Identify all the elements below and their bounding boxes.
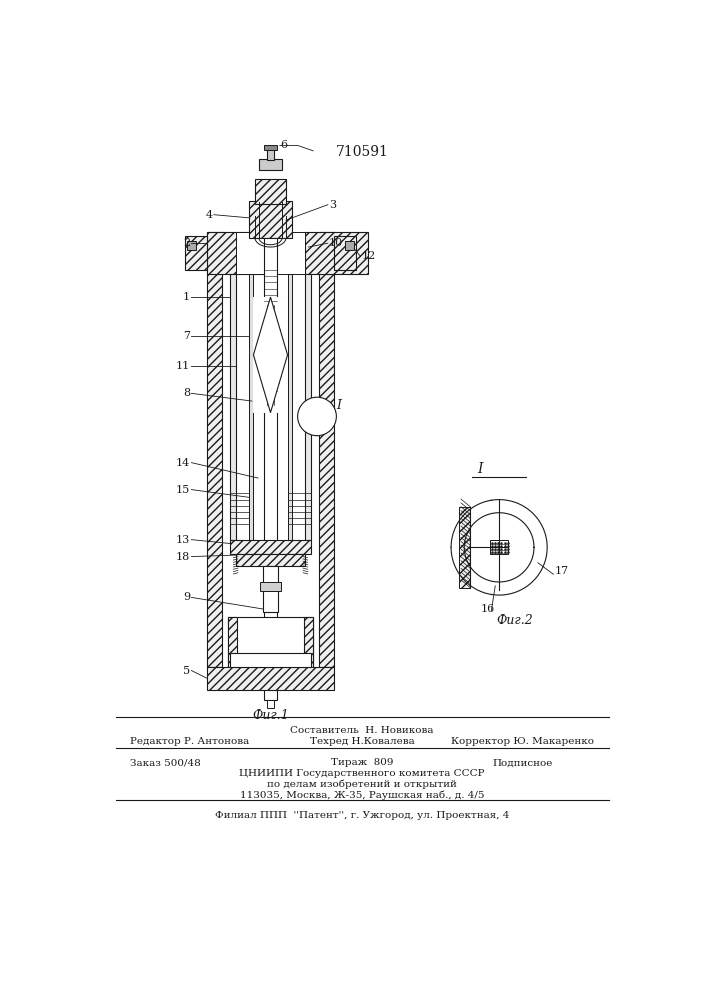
Text: 4: 4 bbox=[205, 210, 212, 220]
Text: 10: 10 bbox=[329, 238, 343, 248]
Text: 12: 12 bbox=[361, 251, 375, 261]
Bar bbox=[187, 241, 196, 250]
Bar bbox=[249, 201, 292, 238]
Text: 1: 1 bbox=[183, 292, 190, 302]
Bar bbox=[334, 235, 356, 270]
Text: Корректор Ю. Макаренко: Корректор Ю. Макаренко bbox=[451, 737, 594, 746]
Text: 8: 8 bbox=[183, 388, 190, 398]
Bar bbox=[255, 179, 286, 204]
Bar bbox=[236, 554, 305, 566]
Bar bbox=[185, 235, 207, 270]
Bar bbox=[305, 232, 368, 274]
Bar bbox=[309, 410, 325, 423]
Polygon shape bbox=[253, 297, 288, 413]
Bar bbox=[267, 700, 274, 708]
Bar bbox=[228, 617, 313, 686]
Text: 14: 14 bbox=[175, 458, 190, 468]
Text: ЦНИИПИ Государственного комитета СССР: ЦНИИПИ Государственного комитета СССР bbox=[239, 769, 485, 778]
Bar bbox=[264, 686, 276, 700]
Bar bbox=[490, 540, 508, 554]
Bar bbox=[319, 232, 334, 667]
Bar bbox=[207, 232, 271, 274]
Text: I: I bbox=[477, 462, 482, 476]
Text: 18: 18 bbox=[175, 552, 190, 562]
Bar bbox=[236, 232, 305, 274]
Text: 9: 9 bbox=[183, 592, 190, 602]
Text: I: I bbox=[337, 399, 341, 412]
Bar bbox=[304, 617, 313, 686]
Text: 710591: 710591 bbox=[336, 145, 388, 159]
Bar bbox=[264, 238, 276, 620]
Circle shape bbox=[298, 397, 337, 436]
Bar bbox=[253, 297, 288, 413]
Text: Заказ 500/48: Заказ 500/48 bbox=[131, 758, 201, 767]
Bar bbox=[230, 540, 311, 554]
Bar bbox=[230, 274, 236, 540]
Bar bbox=[288, 274, 292, 540]
Bar bbox=[228, 617, 237, 686]
Bar bbox=[263, 566, 279, 612]
Bar bbox=[207, 232, 223, 667]
Text: 15: 15 bbox=[175, 485, 190, 495]
Text: Техред Н.Ковалева: Техред Н.Ковалева bbox=[310, 737, 414, 746]
Bar bbox=[230, 653, 311, 667]
Text: 13: 13 bbox=[175, 535, 190, 545]
Text: Тираж  809: Тираж 809 bbox=[331, 758, 393, 767]
Bar bbox=[460, 507, 470, 588]
Text: 7: 7 bbox=[183, 331, 190, 341]
Text: 11: 11 bbox=[175, 361, 190, 371]
Text: 17: 17 bbox=[555, 566, 569, 576]
Text: по делам изобретений и открытий: по делам изобретений и открытий bbox=[267, 780, 457, 789]
Bar bbox=[267, 148, 274, 160]
Text: Филиал ППП  ''Патент'', г. Ужгород, ул. Проектная, 4: Филиал ППП ''Патент'', г. Ужгород, ул. П… bbox=[215, 811, 509, 820]
Text: 6: 6 bbox=[280, 140, 287, 150]
Text: Фиг.1: Фиг.1 bbox=[252, 709, 289, 722]
Text: Подписное: Подписное bbox=[492, 758, 553, 767]
Bar bbox=[305, 274, 311, 540]
Bar bbox=[207, 667, 334, 690]
Text: Фиг.2: Фиг.2 bbox=[496, 614, 533, 627]
Text: 2: 2 bbox=[183, 238, 190, 248]
Text: 3: 3 bbox=[329, 200, 336, 210]
Bar bbox=[345, 241, 354, 250]
Text: 16: 16 bbox=[480, 604, 495, 614]
Bar bbox=[460, 507, 470, 588]
Bar bbox=[228, 677, 313, 686]
Text: 5: 5 bbox=[183, 666, 190, 676]
Text: Редактор Р. Антонова: Редактор Р. Антонова bbox=[129, 737, 249, 746]
Bar bbox=[259, 158, 282, 170]
Bar bbox=[259, 582, 281, 591]
Text: Составитель  Н. Новикова: Составитель Н. Новикова bbox=[290, 726, 433, 735]
Text: 113035, Москва, Ж-35, Раушская наб., д. 4/5: 113035, Москва, Ж-35, Раушская наб., д. … bbox=[240, 791, 484, 800]
Bar bbox=[249, 274, 253, 540]
Bar bbox=[264, 145, 276, 150]
